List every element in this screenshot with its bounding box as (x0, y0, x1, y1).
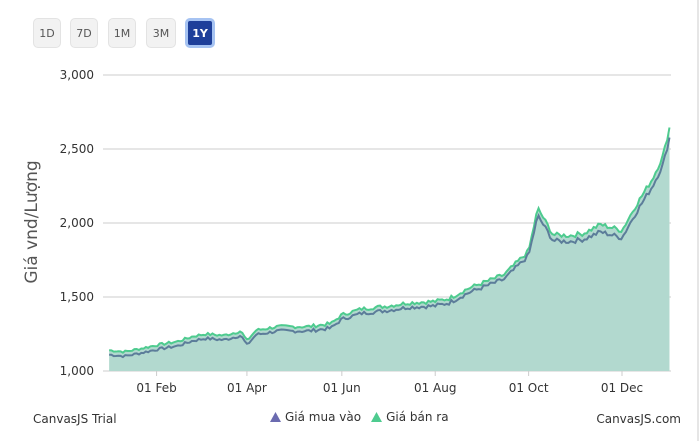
canvasjs-trial-label: CanvasJS Trial (33, 412, 117, 426)
canvasjs-credit-link[interactable]: CanvasJS.com (596, 412, 681, 426)
x-tick-label: 01 Apr (227, 381, 267, 395)
y-tick-label: 3,000 (60, 68, 94, 82)
x-tick-label: 01 Dec (601, 381, 643, 395)
x-tick-label: 01 Oct (509, 381, 549, 395)
range-button-1d[interactable]: 1D (33, 18, 61, 48)
range-button-1m[interactable]: 1M (108, 18, 136, 48)
series-area-fill (109, 127, 670, 371)
series-line-gia-mua-vao (109, 137, 671, 359)
y-tick-label: 2,500 (60, 142, 94, 156)
range-button-1y[interactable]: 1Y (185, 18, 215, 48)
x-tick-label: 01 Feb (136, 381, 176, 395)
range-button-7d[interactable]: 7D (70, 18, 98, 48)
legend-item-sell[interactable]: Giá bán ra (371, 410, 449, 424)
legend: Giá mua vào Giá bán ra (270, 410, 449, 424)
y-tick-label: 2,000 (60, 216, 94, 230)
price-chart: 1,000 1,500 2,000 2,500 3,000 01 Feb 01 Apr 01 … (60, 68, 671, 395)
triangle-icon (270, 412, 281, 422)
legend-label-sell: Giá bán ra (386, 410, 449, 424)
x-tick-label: 01 Jun (323, 381, 361, 395)
y-tick-label: 1,000 (60, 364, 94, 378)
range-button-3m[interactable]: 3M (146, 18, 176, 48)
legend-label-buy: Giá mua vào (285, 410, 362, 424)
x-tick-label: 01 Aug (414, 381, 457, 395)
legend-item-buy[interactable]: Giá mua vào (270, 410, 361, 424)
y-tick-label: 1,500 (60, 290, 94, 304)
triangle-icon (371, 412, 383, 422)
panel-divider (697, 0, 699, 441)
series-line-gia-ban-ra (109, 127, 671, 354)
